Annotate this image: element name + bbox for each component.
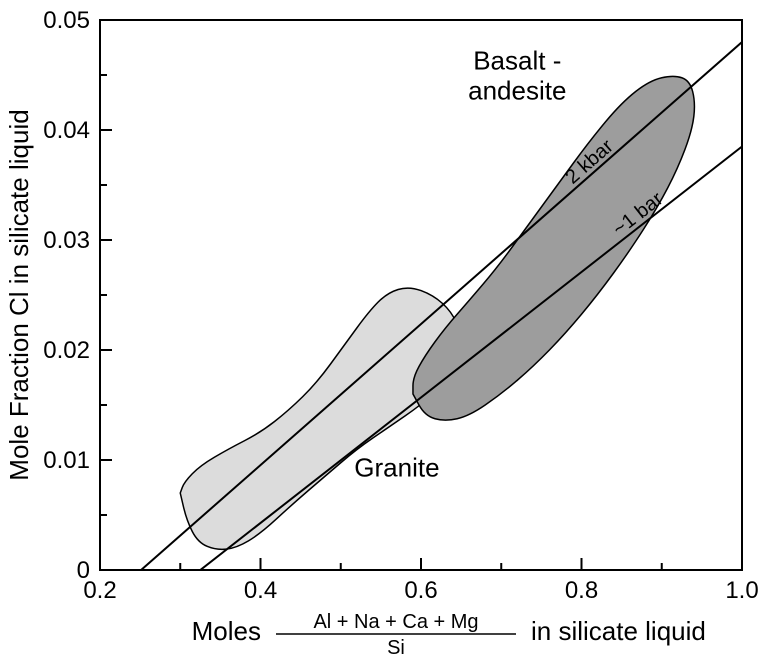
region-label-basalt-1: Basalt - [473,46,561,76]
chart-svg: 2 kbar~1 barGraniteBasalt -andesite0.20.… [0,0,772,662]
x-axis-numerator: Al + Na + Ca + Mg [313,611,478,633]
x-axis-denominator: Si [387,637,405,659]
ytick-label: 0.01 [43,447,90,474]
region-label-basalt-2: andesite [468,76,566,106]
chart-container: 2 kbar~1 barGraniteBasalt -andesite0.20.… [0,0,772,662]
xtick-label: 0.8 [565,577,598,604]
y-axis-label: Mole Fraction Cl in silicate liquid [4,109,34,480]
ytick-label: 0.05 [43,7,90,34]
ytick-label: 0.02 [43,337,90,364]
x-axis-suffix: in silicate liquid [531,616,706,646]
ytick-label: 0.04 [43,117,90,144]
ytick-label: 0 [77,557,90,584]
region-label-granite: Granite [354,453,439,483]
xtick-label: 1.0 [725,577,758,604]
xtick-label: 0.4 [244,577,277,604]
x-axis-prefix: Moles [192,616,261,646]
ytick-label: 0.03 [43,227,90,254]
xtick-label: 0.6 [404,577,437,604]
